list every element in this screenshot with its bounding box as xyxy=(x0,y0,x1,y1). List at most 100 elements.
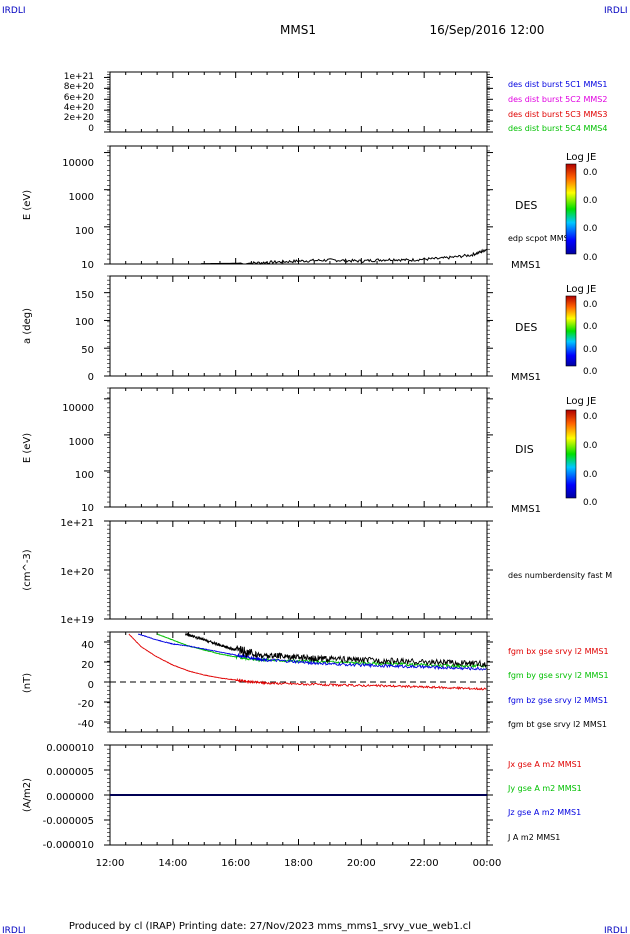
p6-legend-bx: fgm bx gse srvy l2 MMS1 xyxy=(508,647,609,656)
p6-y-tick: 20 xyxy=(81,660,94,671)
panel-7-labels: (A/m2) 0.000010 0.000005 0.000000 -0.000… xyxy=(22,743,582,851)
p4-y-tick: 10000 xyxy=(62,403,94,414)
figure-title: MMS1 xyxy=(280,23,316,37)
p3-colorbar-tick: 0.0 xyxy=(583,300,598,310)
colorbar-2 xyxy=(565,163,577,255)
p6-y-tick: -40 xyxy=(78,719,94,730)
x-tick-label: 00:00 xyxy=(473,858,502,869)
panel-4-frame xyxy=(109,387,488,508)
p4-y-tick: 10 xyxy=(81,503,94,514)
series-line-scpot xyxy=(201,248,488,265)
panel-3-frame xyxy=(109,275,488,377)
x-tick-label: 16:00 xyxy=(221,858,250,869)
p5-y-tick: 1e+19 xyxy=(60,615,94,626)
p3-colorbar-tick: 0.0 xyxy=(583,345,598,355)
panel-2-frame xyxy=(109,145,488,265)
logo-bottom-right: IRDLI xyxy=(604,926,628,934)
p7-legend-jz: Jz gse A m2 MMS1 xyxy=(507,808,581,817)
series-line-bx xyxy=(128,633,487,691)
p2-colorbar-tick: 0.0 xyxy=(583,224,598,234)
logo-bottom-left: IRDLI xyxy=(2,926,26,934)
p2-colorbar-tick: 0.0 xyxy=(583,168,598,178)
p3-y-label: a (deg) xyxy=(22,308,33,344)
p7-legend-jy: Jy gse A m2 MMS1 xyxy=(507,784,582,793)
p3-colorbar-title: Log JE xyxy=(566,284,596,295)
p7-y-label: (A/m2) xyxy=(22,778,33,812)
p1-legend-entry: des dist burst 5C2 MMS2 xyxy=(508,95,607,104)
logo-right: IRDLI xyxy=(604,6,628,16)
p2-spacecraft-label: MMS1 xyxy=(511,260,541,271)
p5-y-tick: 1e+21 xyxy=(60,518,94,529)
p1-y-tick: 1e+21 xyxy=(64,72,94,82)
p3-colorbar-tick: 0.0 xyxy=(583,322,598,332)
panel-4-labels: E (eV) 10000 1000 100 10 DIS MMS1 Log JE… xyxy=(22,396,598,515)
p2-y-tick: 10000 xyxy=(62,158,94,169)
p1-legend-entry: des dist burst 5C3 MMS3 xyxy=(508,110,607,119)
x-axis: 12:00 14:00 16:00 18:00 20:00 22:00 00:0… xyxy=(96,858,502,869)
p2-legend-entry: edp scpot MMS1 xyxy=(508,234,574,243)
p6-y-label: (nT) xyxy=(22,673,33,693)
p6-y-tick: 0 xyxy=(88,680,94,691)
p7-y-tick: 0.000010 xyxy=(46,743,94,754)
panel-3-labels: a (deg) 150 100 50 0 DES MMS1 Log JE 0.0… xyxy=(22,284,598,383)
p4-y-label: E (eV) xyxy=(22,433,33,463)
p3-spacecraft-label: MMS1 xyxy=(511,372,541,383)
p1-y-tick: 6e+20 xyxy=(64,93,95,103)
p2-y-tick: 1000 xyxy=(69,192,94,203)
p4-spacecraft-label: MMS1 xyxy=(511,504,541,515)
p2-instrument-label: DES xyxy=(515,199,537,212)
p6-legend-by: fgm by gse srvy l2 MMS1 xyxy=(508,671,609,680)
p2-y-tick: 100 xyxy=(75,226,94,237)
p4-colorbar-title: Log JE xyxy=(566,396,596,407)
p4-instrument-label: DIS xyxy=(515,443,534,456)
footer-text: Produced by cl (IRAP) Printing date: 27/… xyxy=(69,921,471,932)
p3-colorbar-tick: 0.0 xyxy=(583,367,598,377)
panel-5-frame xyxy=(109,520,488,620)
series-line-bt xyxy=(184,632,487,668)
p7-y-tick: -0.000005 xyxy=(43,816,94,827)
panel-6-labels: (nT) 40 20 0 -20 -40 fgm bx gse srvy l2 … xyxy=(22,640,609,730)
p5-legend-entry: des numberdensity fast M xyxy=(508,571,612,580)
x-tick-label: 18:00 xyxy=(284,858,313,869)
p3-y-tick: 150 xyxy=(75,290,94,301)
p2-colorbar-tick: 0.0 xyxy=(583,253,598,263)
colorbar-4 xyxy=(565,409,577,499)
x-tick-label: 22:00 xyxy=(410,858,439,869)
p1-y-tick: 4e+20 xyxy=(64,103,95,113)
p6-legend-bz: fgm bz gse srvy l2 MMS1 xyxy=(508,696,608,705)
p6-legend-bt: fgm bt gse srvy l2 MMS1 xyxy=(508,720,607,729)
p7-y-tick: 0.000005 xyxy=(46,767,94,778)
p3-instrument-label: DES xyxy=(515,321,537,334)
p4-colorbar-tick: 0.0 xyxy=(583,470,598,480)
panel-1-labels: 1e+21 8e+20 6e+20 4e+20 2e+20 0 des dist… xyxy=(64,72,608,134)
p1-legend-entry: des dist burst 5C1 MMS1 xyxy=(508,80,607,89)
series-line-bz xyxy=(137,633,487,671)
p7-legend-j: J A m2 MMS1 xyxy=(507,833,560,842)
panel-5-labels: (cm^-3) 1e+21 1e+20 1e+19 des numberdens… xyxy=(22,518,612,626)
figure-date: 16/Sep/2016 12:00 xyxy=(430,23,545,37)
x-tick-label: 14:00 xyxy=(158,858,187,869)
p4-y-tick: 1000 xyxy=(69,437,94,448)
p4-y-tick: 100 xyxy=(75,470,94,481)
p3-y-tick: 100 xyxy=(75,317,94,328)
x-tick-label: 12:00 xyxy=(96,858,125,869)
p2-colorbar-tick: 0.0 xyxy=(583,196,598,206)
p2-y-label: E (eV) xyxy=(22,190,33,220)
logo-left: IRDLI xyxy=(2,6,26,16)
p5-y-label: (cm^-3) xyxy=(22,549,33,590)
p3-y-tick: 50 xyxy=(81,345,94,356)
p2-y-tick: 10 xyxy=(81,260,94,271)
x-tick-label: 20:00 xyxy=(347,858,376,869)
p4-colorbar-tick: 0.0 xyxy=(583,412,598,422)
p1-y-tick: 2e+20 xyxy=(64,113,95,123)
p3-y-tick: 0 xyxy=(88,372,94,383)
colorbar-3 xyxy=(565,295,577,367)
p4-colorbar-tick: 0.0 xyxy=(583,441,598,451)
p1-legend-entry: des dist burst 5C4 MMS4 xyxy=(508,124,607,133)
p6-y-tick: -20 xyxy=(78,699,94,710)
panel-1-frame xyxy=(109,71,488,133)
p6-y-tick: 40 xyxy=(81,640,94,651)
p4-colorbar-tick: 0.0 xyxy=(583,498,598,508)
